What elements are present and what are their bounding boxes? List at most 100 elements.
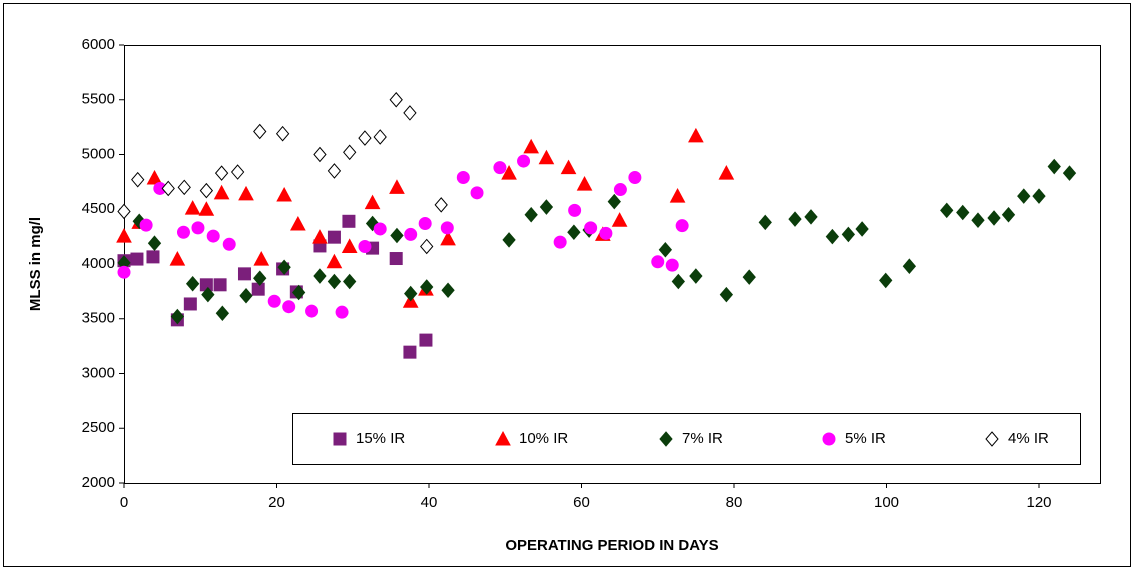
legend	[292, 413, 1081, 465]
point	[1001, 206, 1016, 223]
point	[267, 294, 281, 308]
point	[117, 265, 131, 279]
point	[418, 216, 432, 230]
x-tick-label: 120	[1026, 494, 1051, 511]
point	[146, 169, 163, 185]
point	[358, 239, 372, 253]
point	[440, 230, 456, 246]
point	[177, 179, 191, 196]
point	[358, 130, 372, 146]
point	[940, 202, 954, 219]
y-tick-label: 5000	[82, 145, 115, 162]
point	[146, 250, 160, 264]
point	[987, 210, 1001, 226]
point	[237, 267, 251, 281]
point	[373, 222, 387, 236]
point	[538, 149, 555, 165]
point	[651, 255, 665, 269]
point	[804, 209, 818, 225]
legend-label: 5% IR	[845, 430, 886, 447]
point	[404, 227, 418, 241]
point	[671, 273, 685, 290]
point	[343, 144, 357, 161]
point	[576, 176, 593, 191]
point	[441, 282, 455, 299]
point	[213, 184, 230, 200]
legend-marker	[822, 432, 836, 446]
point	[185, 275, 200, 292]
x-tick-label: 20	[268, 494, 285, 511]
point	[230, 164, 245, 180]
point	[403, 345, 417, 359]
x-tick-label: 60	[573, 494, 590, 511]
point	[183, 297, 197, 311]
point	[238, 185, 254, 201]
point	[305, 304, 319, 318]
point	[825, 228, 840, 245]
point	[341, 238, 358, 253]
y-tick-label: 4500	[82, 200, 115, 217]
y-axis-label: MLSS in mg/l	[27, 217, 44, 311]
point	[403, 105, 417, 121]
point	[404, 285, 418, 302]
point	[130, 252, 144, 266]
point	[198, 201, 215, 216]
point	[1017, 188, 1031, 204]
point	[313, 268, 327, 284]
point	[184, 200, 201, 215]
point	[584, 221, 598, 235]
legend-label: 10% IR	[519, 430, 568, 447]
point	[213, 278, 227, 292]
point	[611, 212, 628, 227]
point	[420, 279, 434, 295]
y-tick-label: 3000	[82, 364, 115, 381]
point	[327, 230, 341, 244]
point	[788, 211, 802, 227]
y-tick-label: 2000	[82, 474, 115, 491]
point	[116, 228, 132, 243]
point	[599, 226, 613, 240]
x-tick-label: 100	[874, 494, 899, 511]
point	[169, 251, 186, 266]
point	[501, 165, 517, 180]
point	[291, 284, 306, 301]
y-tick-label: 4000	[82, 255, 115, 272]
point	[131, 171, 145, 188]
point	[434, 197, 448, 213]
point	[206, 229, 220, 243]
point	[758, 214, 772, 231]
point	[553, 235, 567, 249]
point	[419, 333, 433, 347]
point	[342, 214, 356, 228]
point	[191, 221, 205, 235]
legend-marker	[659, 431, 673, 447]
point	[524, 206, 538, 223]
point	[343, 273, 357, 290]
point	[456, 170, 470, 184]
point	[841, 226, 856, 243]
point	[440, 221, 454, 235]
legend-marker	[333, 432, 347, 446]
point	[364, 194, 381, 210]
point	[290, 215, 306, 231]
point	[215, 305, 230, 322]
point	[689, 268, 703, 284]
point	[214, 165, 229, 181]
point	[956, 204, 970, 221]
x-tick-label: 80	[726, 494, 743, 511]
point	[658, 241, 673, 258]
point	[613, 183, 627, 197]
legend-label: 7% IR	[682, 430, 723, 447]
point	[718, 165, 735, 180]
point	[335, 305, 349, 319]
y-tick-label: 3500	[82, 310, 115, 327]
point	[1047, 158, 1061, 175]
point	[251, 282, 265, 296]
legend-label: 4% IR	[1008, 430, 1049, 447]
point	[170, 308, 185, 325]
point	[971, 212, 985, 228]
point	[669, 188, 686, 203]
point	[389, 252, 403, 266]
point	[327, 163, 342, 179]
point	[855, 221, 869, 237]
